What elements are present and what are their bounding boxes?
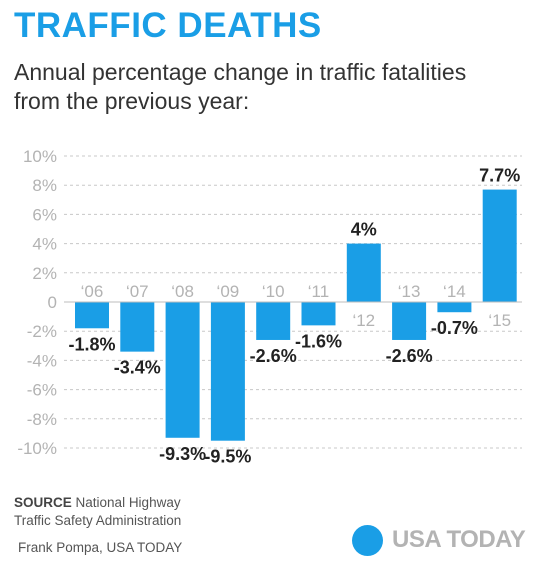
x-tick-label: ‘09 xyxy=(217,282,240,301)
data-label: -0.7% xyxy=(431,318,478,338)
x-tick-label: ‘14 xyxy=(443,282,466,301)
bar xyxy=(120,302,155,352)
chart-subtitle: Annual percentage change in traffic fata… xyxy=(14,59,467,114)
y-tick-label: -10% xyxy=(17,439,57,458)
logo-text: USA TODAY xyxy=(392,526,526,553)
data-label: -2.6% xyxy=(386,346,433,366)
data-label: 4% xyxy=(351,220,377,240)
y-tick-label: -8% xyxy=(27,410,57,429)
y-tick-label: 6% xyxy=(32,205,57,224)
data-label: 7.7% xyxy=(479,166,520,186)
data-label: -9.5% xyxy=(204,447,251,467)
y-tick-label: -4% xyxy=(27,351,57,370)
usa-today-logo: USA TODAY xyxy=(352,524,526,556)
y-tick-label: 8% xyxy=(32,176,57,195)
bar xyxy=(165,302,200,438)
source-label: SOURCE xyxy=(14,495,72,510)
source-note: SOURCE National Highway Traffic Safety A… xyxy=(14,494,181,530)
bar xyxy=(256,302,291,340)
bar xyxy=(301,302,336,326)
source-text: National Highway xyxy=(75,495,181,510)
x-tick-label: ‘10 xyxy=(262,282,285,301)
credit-line: Frank Pompa, USA TODAY xyxy=(18,540,183,555)
x-tick-label: ‘12 xyxy=(352,311,375,330)
data-label: -1.6% xyxy=(295,331,342,351)
y-tick-label: -6% xyxy=(27,381,57,400)
chart-title: TRAFFIC DEATHS xyxy=(14,6,322,45)
logo-dot-icon xyxy=(352,524,383,556)
x-tick-label: ‘13 xyxy=(398,282,421,301)
x-tick-label: ‘06 xyxy=(81,282,104,301)
y-tick-label: 0 xyxy=(48,293,57,312)
y-tick-label: 10% xyxy=(23,147,57,166)
data-label: -9.3% xyxy=(159,444,206,464)
x-tick-label: ‘11 xyxy=(308,282,329,301)
bar xyxy=(482,189,517,302)
y-tick-label: -2% xyxy=(27,322,57,341)
x-tick-label: ‘07 xyxy=(126,282,149,301)
data-label: -3.4% xyxy=(114,358,161,378)
x-tick-label: ‘08 xyxy=(171,282,194,301)
data-label: -2.6% xyxy=(250,346,297,366)
bar xyxy=(437,302,472,313)
bar-chart: 10% 8% 6% 4% 2% 0 -2% -4% -6% -8% -10% ‘06 ‘07 ‘08 ‘09… xyxy=(17,147,522,467)
x-tick-label: ‘15 xyxy=(488,311,511,330)
bar xyxy=(392,302,427,340)
data-label: -1.8% xyxy=(68,334,115,354)
y-tick-label: 4% xyxy=(32,235,57,254)
bar xyxy=(75,302,109,329)
bar xyxy=(346,243,381,302)
bar xyxy=(210,302,245,441)
y-tick-label: 2% xyxy=(32,264,57,283)
source-text-2: Traffic Safety Administration xyxy=(14,513,182,528)
